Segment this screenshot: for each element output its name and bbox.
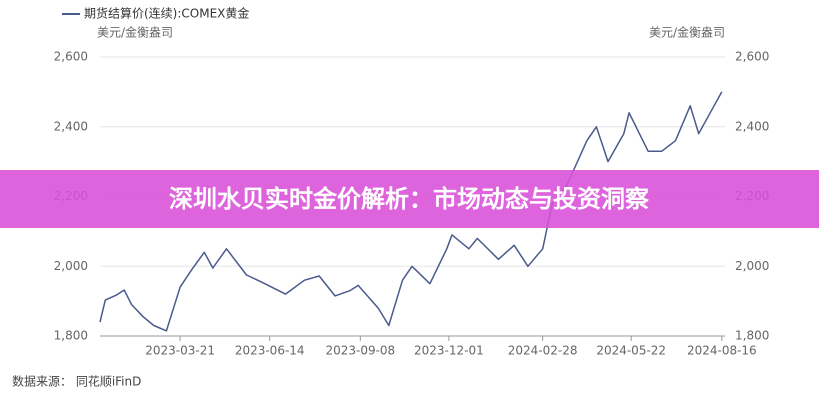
y-tick-label: 2,000 [54, 259, 88, 273]
x-tick-label: 2023-09-08 [325, 344, 395, 358]
y2-axis-unit: 美元/金衡盎司 [649, 25, 725, 40]
x-tick-label: 2023-06-14 [235, 344, 305, 358]
x-tick-label: 2024-05-22 [596, 344, 666, 358]
y2-tick-label: 2,600 [735, 50, 769, 64]
y-tick-label: 2,600 [54, 50, 88, 64]
plot-area: 1,8002,0002,2002,4002,6001,8002,0002,200… [54, 50, 770, 358]
y2-tick-label: 1,800 [735, 329, 769, 343]
banner-title: 深圳水贝实时金价解析：市场动态与投资洞察 [169, 185, 650, 213]
y2-tick-label: 2,000 [735, 259, 769, 273]
y-axis-unit: 美元/金衡盎司 [97, 25, 173, 40]
line-series [99, 91, 723, 332]
x-tick-label: 2024-02-28 [508, 344, 578, 358]
y-tick-label: 1,800 [54, 329, 88, 343]
legend-label: 期货结算价(连续):COMEX黄金 [84, 6, 249, 21]
y-tick-label: 2,400 [54, 119, 88, 133]
banner-band [0, 170, 819, 228]
y2-tick-label: 2,400 [735, 119, 769, 133]
x-tick-label: 2024-08-16 [687, 344, 757, 358]
x-tick-label: 2023-12-01 [414, 344, 484, 358]
x-tick-label: 2023-03-21 [145, 344, 215, 358]
source: 数据来源： 同花顺iFinD [12, 374, 141, 389]
